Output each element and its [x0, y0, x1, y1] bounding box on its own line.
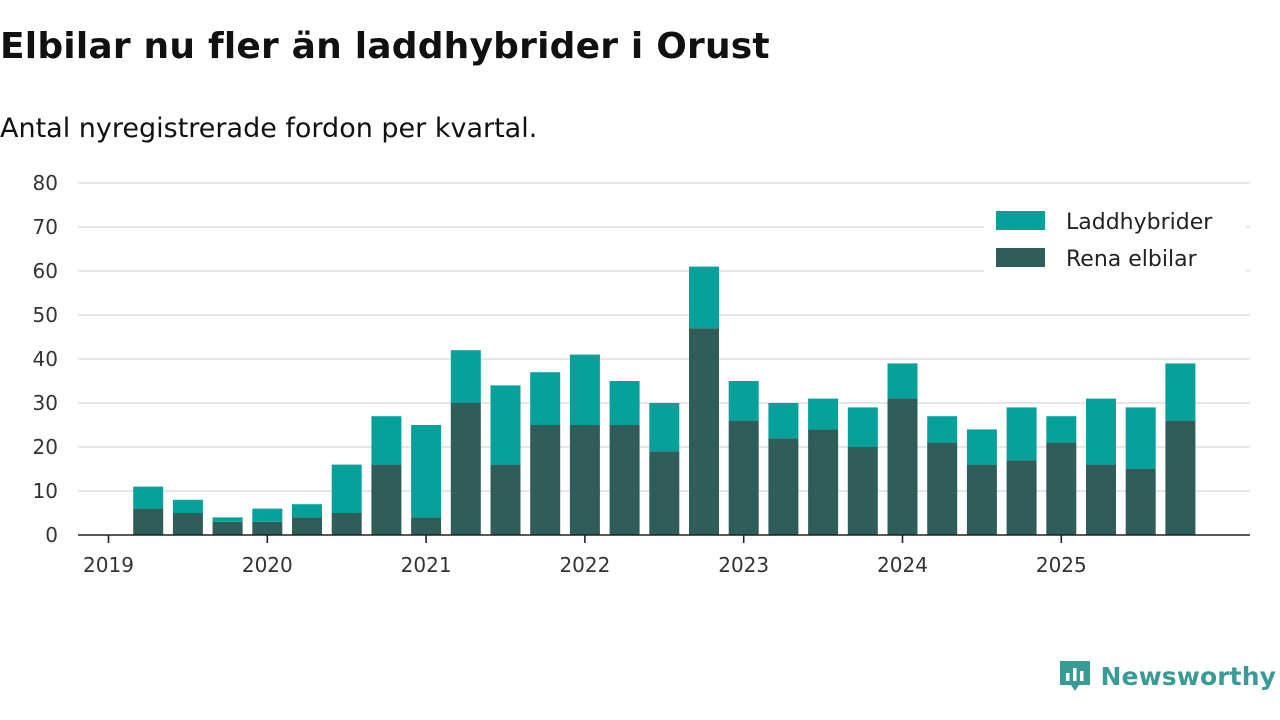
bar-rena-elbilar [927, 442, 958, 535]
bar-rena-elbilar [530, 425, 561, 535]
y-tick-label: 10 [33, 479, 58, 503]
x-tick-label: 2022 [559, 553, 610, 577]
bar-laddhybrider [927, 416, 958, 443]
y-tick-label: 20 [33, 435, 58, 459]
bar-laddhybrider [172, 499, 203, 513]
bar-laddhybrider [569, 354, 600, 425]
newsworthy-logo[interactable]: Newsworthy [1057, 658, 1277, 694]
bar-rena-elbilar [1086, 464, 1116, 535]
bar-rena-elbilar [371, 464, 402, 535]
bar-laddhybrider [689, 266, 719, 329]
bar-laddhybrider [768, 403, 799, 439]
bar-rena-elbilar [569, 425, 600, 535]
bar-rena-elbilar [847, 447, 878, 535]
bar-laddhybrider [371, 416, 402, 465]
bar-laddhybrider [292, 504, 322, 518]
bar-rena-elbilar [649, 451, 680, 535]
bars [133, 266, 1196, 535]
bar-rena-elbilar [212, 521, 243, 535]
bar-laddhybrider [887, 363, 918, 399]
bar-rena-elbilar [450, 403, 481, 535]
bar-laddhybrider [808, 398, 839, 430]
bar-laddhybrider [411, 425, 442, 518]
x-tick-label: 2019 [83, 553, 134, 577]
bar-rena-elbilar [331, 513, 362, 535]
bar-laddhybrider [1165, 363, 1196, 421]
x-tick-label: 2021 [401, 553, 452, 577]
y-tick-label: 0 [45, 523, 58, 547]
bar-laddhybrider [609, 381, 640, 425]
y-axis-tick-labels: 0 10 20 30 40 50 60 70 80 [33, 171, 58, 547]
x-tick-label: 2023 [718, 553, 769, 577]
bar-laddhybrider [1046, 416, 1077, 443]
x-axis: 2019 2020 2021 2022 2023 2024 2025 [78, 534, 1250, 577]
bar-laddhybrider [728, 381, 759, 421]
bar-rena-elbilar [808, 429, 839, 535]
bar-rena-elbilar [1165, 420, 1196, 535]
bar-rena-elbilar [292, 517, 322, 535]
bar-laddhybrider [530, 372, 561, 425]
bar-laddhybrider [331, 464, 362, 513]
bar-rena-elbilar [689, 328, 719, 535]
bar-rena-elbilar [728, 420, 759, 535]
y-tick-label: 80 [33, 171, 58, 195]
legend: Laddhybrider Rena elbilar [984, 197, 1246, 283]
y-tick-label: 60 [33, 259, 58, 283]
y-tick-label: 50 [33, 303, 58, 327]
bar-laddhybrider [1086, 398, 1116, 465]
newsworthy-logo-text: Newsworthy [1100, 661, 1276, 691]
bar-laddhybrider [847, 407, 878, 447]
bar-rena-elbilar [252, 521, 283, 535]
y-tick-label: 30 [33, 391, 58, 415]
chart-title: Elbilar nu fler än laddhybrider i Orust [0, 26, 770, 67]
x-tick-label: 2020 [242, 553, 293, 577]
bar-laddhybrider [649, 403, 680, 452]
bar-laddhybrider [212, 517, 243, 522]
x-tick-label: 2024 [877, 553, 928, 577]
bar-laddhybrider [490, 385, 521, 465]
y-tick-label: 70 [33, 215, 58, 239]
x-tick-label: 2025 [1036, 553, 1087, 577]
bar-laddhybrider [133, 486, 164, 509]
legend-label: Rena elbilar [1066, 247, 1198, 272]
legend-swatch [996, 248, 1045, 267]
legend-label: Laddhybrider [1066, 210, 1213, 235]
bar-rena-elbilar [1125, 469, 1156, 535]
chart-subtitle: Antal nyregistrerade fordon per kvartal. [0, 113, 538, 144]
bar-rena-elbilar [609, 425, 640, 535]
bar-rena-elbilar [411, 517, 442, 535]
newsworthy-logo-icon [1059, 661, 1090, 691]
bar-rena-elbilar [887, 398, 918, 535]
y-tick-label: 40 [33, 347, 58, 371]
bar-laddhybrider [252, 508, 283, 522]
legend-swatch [996, 211, 1045, 230]
bar-rena-elbilar [172, 513, 203, 535]
bar-rena-elbilar [490, 464, 521, 535]
bar-rena-elbilar [768, 438, 799, 535]
bar-rena-elbilar [1006, 460, 1037, 535]
bar-rena-elbilar [1046, 442, 1077, 535]
bar-laddhybrider [450, 350, 481, 403]
bar-laddhybrider [1125, 407, 1156, 469]
bar-laddhybrider [966, 429, 997, 465]
bar-rena-elbilar [966, 464, 997, 535]
bar-laddhybrider [1006, 407, 1037, 461]
bar-rena-elbilar [133, 508, 164, 535]
